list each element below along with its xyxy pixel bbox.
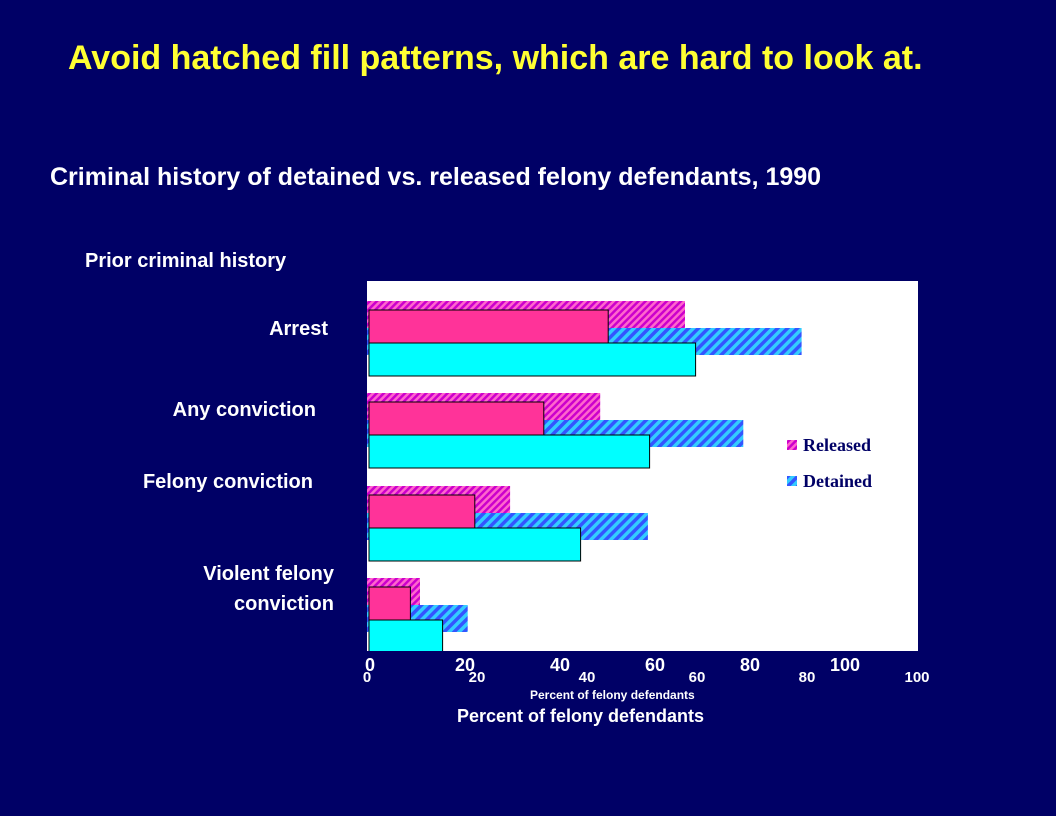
detained-solid-bar-violent-felony-conviction xyxy=(368,619,444,651)
category-label-felony-conviction: Felony conviction xyxy=(142,471,313,493)
category-label-violent-felony-conviction: Violent felony conviction xyxy=(203,563,334,615)
x-axis-label: Percent of felony defendants xyxy=(457,706,705,726)
slide-title: Avoid hatched fill patterns, which are h… xyxy=(68,39,923,77)
category-axis-label: Prior criminal history xyxy=(85,250,287,272)
bar-chart: Released Detained xyxy=(367,281,918,651)
legend-swatch-detained xyxy=(787,476,797,486)
legend-swatch-released xyxy=(787,440,797,450)
chart-title: Criminal history of detained vs. release… xyxy=(50,163,822,191)
x-tick-label-0: 0 xyxy=(364,655,376,675)
x-tick-label-100: 100 xyxy=(829,655,861,675)
x-tick-label-back-0: 0 xyxy=(362,669,372,686)
released-solid-bar-any-conviction xyxy=(368,401,545,436)
x-tick-label-back-40: 40 xyxy=(578,669,596,686)
x-tick-label-back-100: 100 xyxy=(904,669,930,686)
released-solid-bar-felony-conviction xyxy=(368,494,476,529)
x-tick-label-60: 60 xyxy=(644,655,666,675)
x-tick-label-40: 40 xyxy=(549,655,571,675)
x-tick-label-80: 80 xyxy=(739,655,761,675)
legend-label-detained: Detained xyxy=(803,471,872,491)
released-solid-bar-violent-felony-conviction xyxy=(368,586,411,621)
detained-solid-bar-any-conviction xyxy=(368,434,651,469)
detained-solid-bar-arrest xyxy=(368,342,697,377)
legend-label-released: Released xyxy=(803,435,871,455)
released-solid-bar-arrest xyxy=(368,309,609,344)
category-label-arrest: Arrest xyxy=(269,318,328,340)
x-tick-label-back-60: 60 xyxy=(688,669,706,686)
legend: Released Detained xyxy=(787,435,872,491)
x-axis-label-back: Percent of felony defendants xyxy=(530,688,695,702)
detained-solid-bar-felony-conviction xyxy=(368,527,582,562)
x-tick-label-back-20: 20 xyxy=(468,669,486,686)
x-tick-label-20: 20 xyxy=(454,655,476,675)
category-label-any-conviction: Any conviction xyxy=(172,399,316,421)
x-tick-label-back-80: 80 xyxy=(798,669,816,686)
